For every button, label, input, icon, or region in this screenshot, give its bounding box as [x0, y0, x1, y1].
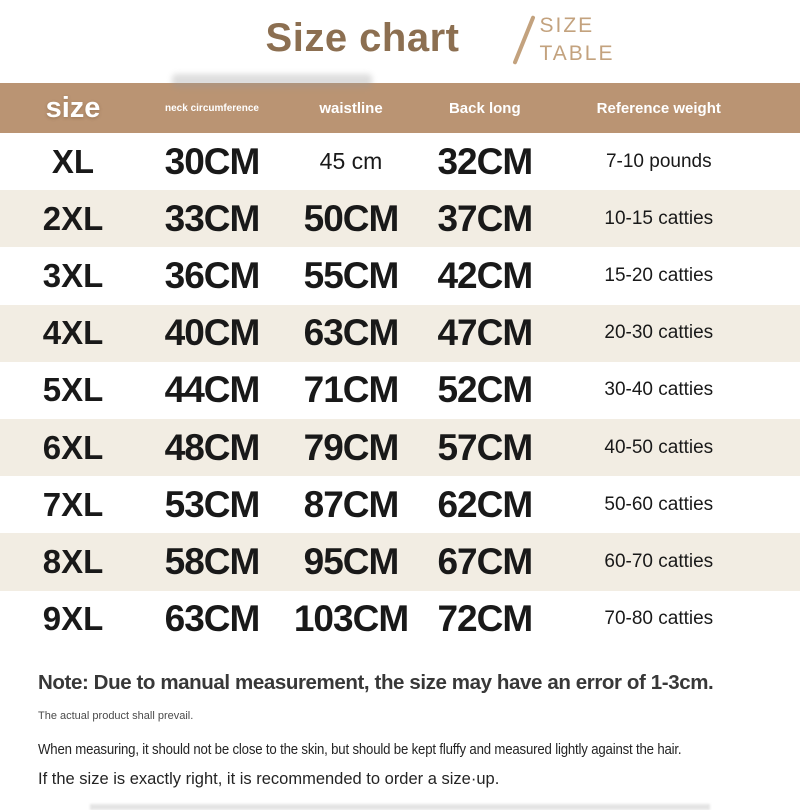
slash-divider-icon — [511, 15, 536, 65]
cell-weight: 15-20 catties — [604, 264, 714, 286]
note-measuring-tip: When measuring, it should not be close t… — [38, 740, 682, 758]
header-neck-circumference: neck circumference — [165, 102, 259, 114]
cell-waist: 71CM — [303, 369, 400, 411]
cell-back: 32CM — [437, 140, 533, 182]
table-row: XL 30CM 45 cm 32CM 7-10 pounds — [0, 133, 800, 190]
table-row: 4XL 40CM 63CM 47CM 20-30 catties — [0, 304, 800, 362]
cell-waist: 95CM — [303, 540, 400, 582]
cell-size: 9XL — [42, 600, 104, 638]
cell-weight: 40-50 catties — [604, 436, 714, 458]
cell-size: 3XL — [42, 256, 104, 294]
cell-neck: 33CM — [164, 197, 261, 239]
cell-size: 8XL — [42, 542, 104, 580]
page-title: Size chart — [265, 16, 460, 60]
note-main: Note: Due to manual measurement, the siz… — [38, 670, 714, 694]
cell-waist: 63CM — [303, 312, 400, 354]
size-table-body: XL 30CM 45 cm 32CM 7-10 pounds 2XL 33CM 50CM 37C… — [0, 133, 800, 648]
cell-back: 37CM — [437, 197, 533, 239]
note-size-up-tip: If the size is exactly right, it is reco… — [38, 769, 500, 788]
cell-weight: 60-70 catties — [604, 550, 714, 572]
cell-back: 52CM — [437, 369, 533, 411]
table-row: 7XL 53CM 87CM 62CM 50-60 catties — [0, 476, 800, 533]
header-size: size — [45, 91, 101, 124]
cell-back: 42CM — [437, 254, 533, 296]
cell-neck: 48CM — [164, 426, 261, 468]
cell-neck: 63CM — [164, 598, 261, 640]
notes-section: Note: Due to manual measurement, the siz… — [0, 671, 800, 789]
cell-weight: 70-80 catties — [604, 608, 714, 630]
cell-size: 4XL — [42, 314, 104, 352]
cell-waist: 45 cm — [319, 148, 383, 175]
cell-neck: 44CM — [164, 369, 261, 411]
cell-back: 62CM — [437, 483, 533, 525]
cell-waist: 50CM — [303, 197, 400, 239]
cell-weight: 50-60 catties — [604, 493, 714, 515]
cell-size: 6XL — [42, 428, 104, 466]
cell-size: 7XL — [42, 485, 104, 523]
cell-size: XL — [51, 142, 95, 180]
subtitle-line-2: TABLE — [539, 41, 615, 65]
page-subtitle: SIZE TABLE — [540, 12, 615, 67]
header-back-long: Back long — [448, 99, 521, 117]
note-disclaimer: The actual product shall prevail. — [38, 709, 194, 722]
size-chart-page: Size chart SIZE TABLE size neck circumfe… — [0, 10, 800, 810]
cell-size: 2XL — [42, 199, 104, 237]
header-waistline: waistline — [319, 99, 383, 117]
cell-neck: 58CM — [164, 540, 261, 582]
image-artifact — [172, 74, 372, 88]
cell-weight: 7-10 pounds — [605, 150, 712, 172]
table-row: 6XL 48CM 79CM 57CM 40-50 catties — [0, 418, 800, 477]
table-row: 9XL 63CM 103CM 72CM 70-80 catties — [0, 591, 800, 648]
table-header-row: size neck circumference waistline Back l… — [0, 83, 800, 133]
cell-back: 72CM — [437, 598, 533, 640]
cell-neck: 40CM — [164, 312, 261, 354]
cell-back: 57CM — [437, 426, 533, 468]
subtitle-line-1: SIZE — [539, 14, 595, 37]
cell-back: 67CM — [437, 540, 533, 582]
cell-size: 5XL — [42, 371, 104, 409]
cell-waist: 87CM — [303, 483, 400, 525]
table-row: 3XL 36CM 55CM 42CM 15-20 catties — [0, 247, 800, 304]
cell-weight: 30-40 catties — [604, 379, 714, 401]
table-row: 5XL 44CM 71CM 52CM 30-40 catties — [0, 362, 800, 419]
page-header: Size chart SIZE TABLE — [40, 10, 800, 83]
cell-back: 47CM — [437, 312, 533, 354]
cell-neck: 36CM — [164, 254, 261, 296]
cell-waist: 55CM — [303, 254, 400, 296]
cell-waist: 79CM — [303, 426, 400, 468]
cell-weight: 10-15 catties — [604, 207, 714, 229]
bottom-artifact — [90, 804, 710, 810]
cell-weight: 20-30 catties — [604, 322, 714, 344]
table-row: 2XL 33CM 50CM 37CM 10-15 catties — [0, 190, 800, 248]
header-reference-weight: Reference weight — [596, 99, 721, 117]
table-row: 8XL 58CM 95CM 67CM 60-70 catties — [0, 533, 800, 591]
cell-waist: 103CM — [293, 598, 409, 640]
cell-neck: 53CM — [164, 483, 261, 525]
cell-neck: 30CM — [164, 140, 261, 182]
